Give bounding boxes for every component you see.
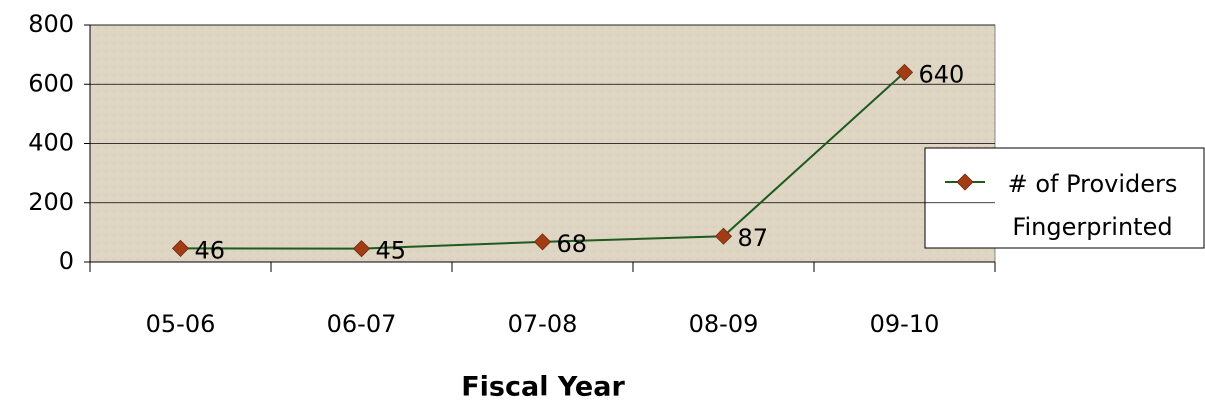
legend: [924, 147, 1205, 249]
x-tick-label: 08-09: [689, 310, 759, 338]
marker: [895, 63, 914, 81]
data-label: 640: [919, 60, 965, 88]
data-label: 45: [376, 237, 407, 265]
legend-label: # of Providers Fingerprinted: [1007, 170, 1178, 241]
y-tick-label: 400: [28, 129, 74, 157]
x-tick-label: 09-10: [870, 310, 940, 338]
x-axis-title: Fiscal Year: [461, 372, 625, 403]
data-label: 87: [738, 224, 769, 252]
marker: [171, 239, 190, 257]
x-tick-label: 05-06: [146, 310, 216, 338]
x-tick-label: 06-07: [327, 310, 397, 338]
data-label: 68: [557, 230, 588, 258]
y-tick-label: 0: [59, 247, 74, 275]
x-tick-label: 07-08: [508, 310, 578, 338]
marker: [714, 227, 733, 245]
y-tick-label: 200: [28, 188, 74, 216]
y-tick-label: 800: [28, 10, 74, 38]
marker: [533, 233, 552, 251]
data-label: 46: [195, 236, 226, 264]
legend-marker: [956, 173, 974, 191]
marker: [352, 240, 371, 258]
y-tick-label: 600: [28, 69, 74, 97]
